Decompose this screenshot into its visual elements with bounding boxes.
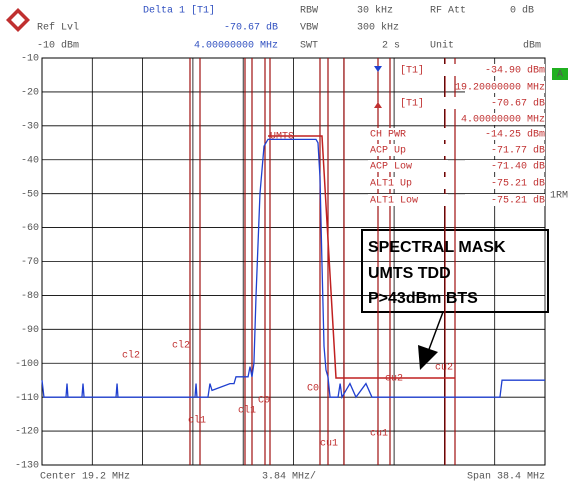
header-text: 2 s — [382, 41, 400, 52]
header-text: 4.00000000 MHz — [194, 41, 278, 52]
channel-label: C0 — [258, 396, 270, 407]
channel-label: cl1 — [188, 415, 206, 427]
footer-text: Center 19.2 MHz — [40, 472, 130, 483]
callout-text: UMTS TDD — [368, 265, 451, 282]
footer-text: Span 38.4 MHz — [467, 472, 545, 483]
marker-info: -34.90 dBm — [485, 65, 545, 77]
marker-info: -70.67 dB — [491, 98, 545, 110]
marker-info: -75.21 dB — [491, 195, 545, 207]
header-text: -10 dBm — [37, 40, 79, 52]
y-tick-label: -30 — [21, 121, 39, 132]
side-badge — [552, 68, 568, 80]
channel-label: C0 — [307, 384, 319, 395]
callout-text: SPECTRAL MASK — [368, 239, 506, 256]
marker-info: CH PWR — [370, 130, 406, 141]
y-tick-label: -70 — [21, 257, 39, 268]
logo — [6, 8, 30, 32]
marker-info: 19.20000000 MHz — [455, 83, 545, 94]
callout-text: P>43dBm BTS — [368, 290, 478, 307]
trace — [41, 138, 545, 400]
y-tick-label: -110 — [15, 393, 39, 404]
y-tick-label: -80 — [21, 291, 39, 302]
header-text: dBm — [523, 40, 541, 52]
mask-label: UMTS — [270, 132, 294, 143]
y-tick-label: -40 — [21, 155, 39, 166]
header-text: Delta 1 [T1] — [143, 5, 215, 17]
limit-line — [268, 135, 455, 379]
y-tick-label: -20 — [21, 88, 39, 99]
header-text: 300 kHz — [357, 22, 399, 34]
marker-info: -75.21 dB — [491, 178, 545, 190]
marker-info: ACP Up — [370, 146, 406, 157]
header-text: 0 dB — [510, 5, 534, 17]
channel-label: cl1 — [238, 405, 256, 417]
channel-label: cl2 — [172, 340, 190, 352]
info-bg — [368, 160, 448, 172]
header-text: VBW — [300, 23, 318, 34]
marker-info: -71.77 dB — [491, 145, 545, 157]
callout-arrow — [427, 311, 444, 353]
y-tick-label: -50 — [21, 189, 39, 200]
info-bg — [398, 64, 478, 76]
callout-arrowhead — [418, 345, 438, 370]
channel-label: cu1 — [370, 429, 388, 440]
info-bg — [368, 128, 448, 140]
side-label: 1RM — [550, 191, 568, 202]
header-text: Unit — [430, 40, 454, 52]
y-tick-label: -120 — [15, 427, 39, 438]
info-bg — [398, 97, 478, 109]
info-bg — [465, 97, 545, 109]
marker-info: -14.25 dBm — [485, 129, 545, 141]
info-bg — [465, 113, 545, 125]
marker-info: [T1] — [400, 98, 424, 110]
marker-info: ALT1 Up — [370, 179, 412, 190]
header-text: SWT — [300, 41, 318, 52]
channel-label: cu2 — [385, 374, 403, 385]
info-bg — [368, 177, 448, 189]
channel-label: cl2 — [122, 350, 140, 362]
footer-text: 3.84 MHz/ — [262, 471, 316, 483]
y-tick-label: -60 — [21, 223, 39, 234]
y-tick-label: -10 — [21, 54, 39, 65]
info-bg — [465, 177, 545, 189]
info-bg — [465, 144, 545, 156]
channel-label: cu1 — [320, 439, 338, 450]
marker-info: [T1] — [400, 65, 424, 77]
channel-label: cu2 — [435, 363, 453, 374]
info-bg — [465, 81, 545, 93]
header-text: -70.67 dB — [224, 22, 278, 34]
info-bg — [368, 194, 448, 206]
marker-info: -71.40 dB — [491, 161, 545, 173]
header-text: 30 kHz — [357, 5, 393, 17]
header-text: RF Att — [430, 6, 466, 17]
marker-info: 4.00000000 MHz — [461, 115, 545, 126]
marker-info: ACP Low — [370, 162, 412, 173]
marker-info: ALT1 Low — [370, 196, 418, 207]
info-bg — [368, 144, 448, 156]
y-tick-label: -90 — [21, 325, 39, 336]
info-bg — [465, 128, 545, 140]
side-label: A — [557, 70, 563, 81]
info-bg — [465, 64, 545, 76]
header-text: RBW — [300, 6, 318, 17]
marker-glyph — [374, 102, 382, 108]
info-bg — [465, 160, 545, 172]
info-bg — [465, 194, 545, 206]
y-tick-label: -130 — [15, 461, 39, 472]
marker-glyph — [374, 66, 382, 72]
header-text: Ref Lvl — [37, 22, 79, 34]
y-tick-label: -100 — [15, 359, 39, 370]
